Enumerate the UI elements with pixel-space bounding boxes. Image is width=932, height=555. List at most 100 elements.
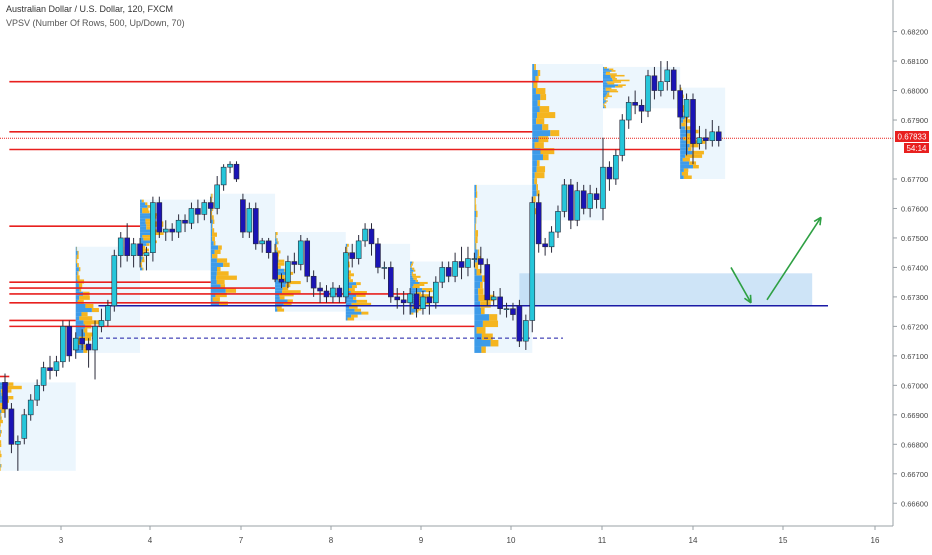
candle-body — [408, 294, 413, 303]
volume-bar-down — [474, 185, 476, 191]
volume-bar-up — [79, 316, 92, 320]
candle-body — [472, 259, 477, 260]
candle-body — [626, 102, 631, 120]
volume-bar-down — [603, 99, 604, 101]
volume-bar-up — [683, 158, 690, 162]
volume-bar-down — [211, 237, 212, 241]
volume-bar-down — [603, 83, 607, 85]
volume-bar-up — [276, 244, 277, 247]
candle-body — [99, 320, 104, 326]
volume-bar-down — [275, 309, 277, 312]
volume-bar-down — [603, 94, 607, 96]
volume-bar-up — [142, 208, 148, 211]
volume-bar-up — [347, 244, 349, 247]
volume-bar-down — [474, 275, 482, 281]
volume-bar-up — [693, 165, 699, 169]
volume-bar-down — [680, 126, 685, 130]
price-tick-label: 0.66900 — [901, 411, 928, 420]
volume-bar-down — [532, 142, 534, 148]
indicator-label[interactable]: VPSV (Number Of Rows, 500, Up/Down, 70) — [6, 18, 185, 28]
volume-bar-up — [215, 250, 221, 254]
time-tick-label: 9 — [419, 536, 424, 545]
volume-bar-down — [410, 264, 411, 266]
volume-bar-up — [213, 220, 214, 224]
volume-bar-up — [610, 91, 618, 93]
volume-bar-up — [213, 297, 220, 301]
volume-bar-up — [348, 273, 354, 276]
volume-bar-down — [0, 430, 1, 433]
volume-bar-down — [603, 89, 606, 91]
volume-bar-up — [618, 84, 626, 86]
volume-bar-down — [211, 250, 215, 254]
price-tick-label: 0.67700 — [901, 175, 928, 184]
volume-bar-up — [615, 86, 622, 88]
candle-body — [530, 203, 535, 321]
volume-bar-down — [474, 250, 477, 256]
time-tick-label: 7 — [239, 536, 244, 545]
price-tick-label: 0.68000 — [901, 87, 928, 96]
volume-bar-down — [140, 216, 151, 219]
volume-bar-up — [142, 200, 144, 203]
candle-body — [195, 208, 200, 214]
candle-body — [491, 297, 496, 300]
candle-body — [620, 120, 625, 155]
volume-bar-down — [211, 224, 212, 228]
candle-body — [446, 267, 451, 276]
volume-bar-down — [76, 284, 79, 288]
volume-bar-down — [410, 278, 413, 280]
candle-body — [67, 326, 72, 355]
time-tick-label: 10 — [507, 536, 516, 545]
volume-bar-up — [352, 285, 357, 288]
volume-bar-up — [607, 92, 609, 94]
volume-bar-up — [611, 76, 615, 78]
volume-bar-up — [475, 204, 476, 210]
candle-body — [60, 326, 65, 361]
volume-bar-up — [76, 259, 77, 263]
volume-bar-up — [346, 250, 347, 253]
volume-bar-up — [612, 70, 616, 72]
volume-bar-down — [603, 102, 605, 104]
volume-bar-down — [474, 308, 481, 314]
volume-bar-down — [76, 267, 79, 271]
volume-bar-down — [532, 70, 538, 76]
volume-bar-up — [348, 288, 355, 291]
volume-bar-down — [410, 272, 412, 274]
volume-bar-up — [476, 243, 477, 249]
volume-bar-down — [140, 208, 142, 211]
volume-bar-down — [76, 251, 78, 255]
volume-bar-up — [412, 272, 413, 274]
candle-body — [266, 241, 271, 253]
candle-body — [568, 185, 573, 220]
candle-body — [555, 211, 560, 232]
candle-body — [189, 208, 194, 223]
time-tick-label: 11 — [598, 536, 607, 545]
volume-bar-up — [212, 237, 215, 241]
candle-body — [150, 203, 155, 253]
volume-bar-up — [79, 267, 80, 271]
candle-body — [208, 203, 213, 209]
volume-bar-down — [474, 243, 475, 249]
volume-bar-down — [410, 276, 412, 278]
volume-bar-down — [474, 334, 481, 340]
chart-symbol-title[interactable]: Australian Dollar / U.S. Dollar, 120, FX… — [6, 4, 173, 14]
candle-body — [588, 194, 593, 209]
volume-bar-up — [682, 172, 688, 176]
candle-body — [433, 282, 438, 303]
candle-body — [465, 259, 470, 268]
volume-bar-up — [276, 247, 278, 250]
candle-body — [478, 259, 483, 265]
volume-bar-down — [211, 228, 213, 232]
candle-body — [639, 105, 644, 111]
price-axis[interactable]: 0.682000.681000.680000.679000.677000.676… — [893, 28, 928, 509]
countdown-label: 54:14 — [906, 144, 927, 153]
volume-bar-up — [612, 78, 617, 80]
volume-bar-up — [217, 280, 225, 284]
volume-bar-down — [532, 136, 538, 142]
candle-body — [684, 99, 689, 117]
volume-bar-down — [603, 84, 618, 86]
volume-bar-down — [410, 262, 412, 264]
volume-bar-up — [420, 282, 428, 284]
